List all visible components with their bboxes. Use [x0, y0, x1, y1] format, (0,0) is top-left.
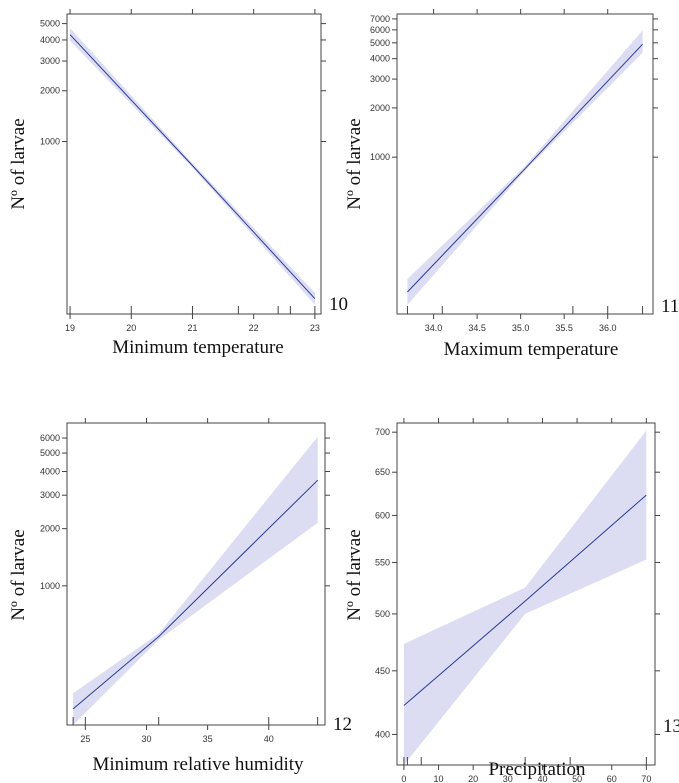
x-tick-label: 10 — [434, 774, 444, 783]
y-axis-title: Nº of larvae — [8, 529, 29, 620]
x-tick-label: 34.5 — [468, 323, 486, 333]
y-tick-label: 700 — [375, 427, 390, 437]
y-tick-label: 400 — [375, 729, 390, 739]
confidence-band — [73, 436, 318, 725]
x-tick-label: 40 — [264, 734, 274, 744]
fitted-line — [407, 43, 643, 293]
y-tick-label: 650 — [375, 467, 390, 477]
y-tick-label: 7000 — [370, 14, 390, 24]
y-tick-label: 6000 — [40, 433, 60, 443]
fitted-line — [69, 34, 316, 300]
y-axis-title: Nº of larvae — [344, 529, 365, 620]
x-tick-label: 60 — [607, 774, 617, 783]
x-axis-title: Minimum temperature — [112, 337, 283, 358]
y-tick-label: 1000 — [370, 152, 390, 162]
x-axis-title: Minimum relative humidity — [92, 754, 304, 775]
y-tick-label: 5000 — [40, 448, 60, 458]
y-tick-label: 3000 — [40, 490, 60, 500]
panel-number: 11 — [661, 296, 679, 317]
x-tick-label: 40 — [537, 774, 547, 783]
panel-number: 10 — [329, 294, 348, 315]
x-tick-label: 70 — [641, 774, 651, 783]
plot-frame — [396, 422, 656, 766]
y-tick-label: 1000 — [40, 581, 60, 591]
plot-frame — [66, 13, 322, 315]
y-tick-label: 2000 — [40, 524, 60, 534]
y-tick-label: 500 — [375, 609, 390, 619]
panel-12: 25 30 35 40 1000 2000 3000 4000 5000 6000 Minimum… — [8, 418, 352, 775]
x-tick-label: 35.5 — [555, 323, 573, 333]
y-tick-label: 450 — [375, 666, 390, 676]
x-axis-title: Maximum temperature — [444, 339, 619, 360]
panel-number: 13 — [663, 716, 679, 737]
y-tick-label: 4000 — [40, 466, 60, 476]
y-tick-label: 5000 — [370, 38, 390, 48]
plot-frame — [396, 13, 654, 315]
confidence-band — [70, 28, 315, 305]
x-axis-title: Precipitation — [488, 759, 586, 780]
y-axis-title: Nº of larvae — [344, 118, 365, 209]
y-tick-label: 3000 — [40, 56, 60, 66]
panel-10: 19 20 21 22 23 1000 2000 3000 4000 5000 Minimum t… — [8, 9, 348, 358]
y-tick-label: 6000 — [370, 25, 390, 35]
y-tick-label: 3000 — [370, 74, 390, 84]
x-tick-label: 35.0 — [512, 323, 530, 333]
x-tick-label: 20 — [468, 774, 478, 783]
axis-ticks: 0 10 20 30 40 50 60 70 400 450 500 550 600 650 700 — [375, 418, 660, 783]
x-tick-label: 21 — [187, 323, 197, 333]
panel-number: 12 — [333, 714, 352, 735]
x-tick-label: 35 — [203, 734, 213, 744]
x-tick-label: 34.0 — [425, 323, 443, 333]
fitted-line — [72, 479, 319, 710]
x-tick-label: 0 — [401, 774, 406, 783]
axis-ticks: 19 20 21 22 23 1000 2000 3000 4000 5000 — [40, 9, 326, 333]
y-tick-label: 2000 — [40, 86, 60, 96]
plot-frame — [66, 422, 326, 726]
x-tick-label: 50 — [572, 774, 582, 783]
y-tick-label: 550 — [375, 557, 390, 567]
x-tick-label: 30 — [141, 734, 151, 744]
confidence-band — [407, 30, 643, 305]
x-tick-label: 23 — [310, 323, 320, 333]
y-tick-label: 600 — [375, 510, 390, 520]
y-axis-title: Nº of larvae — [8, 118, 29, 209]
y-tick-label: 1000 — [40, 137, 60, 147]
x-tick-label: 36.0 — [599, 323, 617, 333]
panel-13: 0 10 20 30 40 50 60 70 400 450 500 550 600 650 700 Pre… — [344, 418, 679, 783]
x-tick-label: 25 — [80, 734, 90, 744]
fitted-line — [403, 494, 647, 706]
x-tick-label: 22 — [249, 323, 259, 333]
confidence-band — [403, 430, 647, 765]
axis-ticks: 34.0 34.5 35.0 35.5 36.0 1000 2000 3000 4000 5000… — [370, 9, 658, 333]
y-tick-label: 5000 — [40, 19, 60, 29]
x-tick-label: 20 — [126, 323, 136, 333]
y-tick-label: 4000 — [370, 54, 390, 64]
y-tick-label: 4000 — [40, 35, 60, 45]
axis-ticks: 25 30 35 40 1000 2000 3000 4000 5000 6000 — [40, 418, 330, 744]
x-tick-label: 19 — [65, 323, 75, 333]
y-tick-label: 2000 — [370, 103, 390, 113]
x-tick-label: 30 — [503, 774, 513, 783]
panel-11: 34.0 34.5 35.0 35.5 36.0 1000 2000 3000 4000 5000… — [344, 9, 679, 360]
